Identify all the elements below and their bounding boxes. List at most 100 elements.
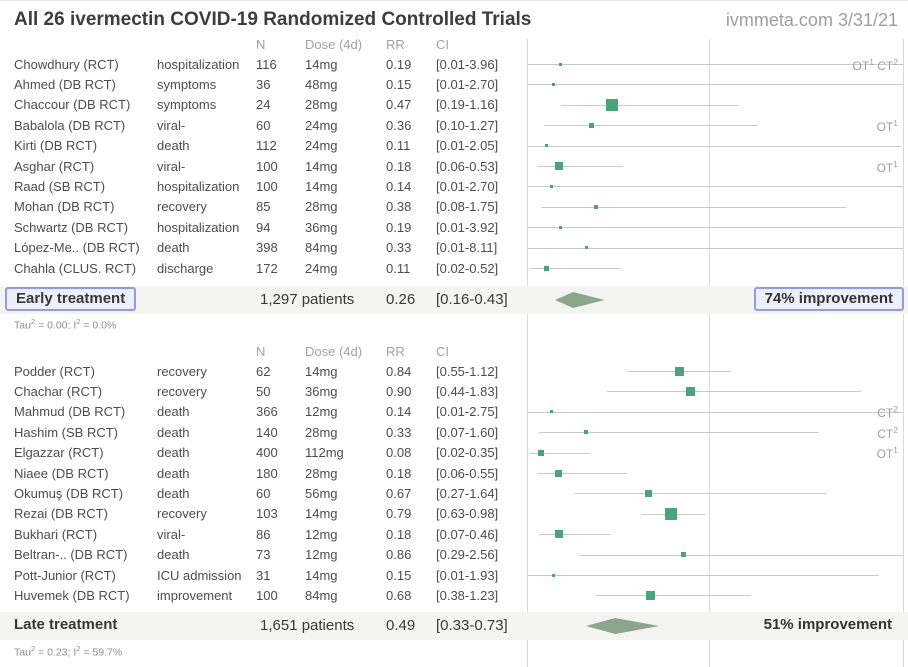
- plot-right-border-line: [903, 39, 904, 667]
- dose-value: 112mg: [305, 445, 344, 461]
- ci-value: [0.63-0.98]: [436, 506, 499, 522]
- dose-value: 14mg: [305, 567, 338, 583]
- rr-value: 0.11: [386, 260, 411, 276]
- table-row: Kirti (DB RCT) death 112 24mg 0.11 [0.01-2.05…: [0, 136, 908, 156]
- ci-line: [606, 391, 861, 393]
- n-value: 50: [256, 383, 271, 399]
- column-header-row: N Dose (4d) RR CI: [0, 37, 908, 52]
- effect-marker: [593, 204, 598, 209]
- summary-label: Early treatment: [5, 287, 137, 311]
- n-value: 24: [256, 97, 271, 113]
- rr-value: 0.36: [386, 117, 412, 133]
- effect-marker: [645, 490, 653, 498]
- summary-rr: 0.26: [386, 291, 416, 308]
- outcome-label: viral-: [157, 117, 186, 133]
- study-name: Schwartz (DB RCT): [14, 219, 129, 235]
- dose-value: 28mg: [305, 424, 338, 440]
- effect-marker: [544, 144, 548, 148]
- n-value: 73: [256, 547, 271, 563]
- table-row: Bukhari (RCT) viral- 86 12mg 0.18 [0.07-0.46]: [0, 524, 908, 544]
- page-title: All 26 ivermectin COVID-19 Randomized Co…: [14, 9, 532, 30]
- ci-value: [0.44-1.83]: [436, 383, 499, 399]
- ci-value: [0.01-2.05]: [436, 138, 499, 154]
- outcome-label: death: [157, 485, 190, 501]
- n-value: 100: [256, 158, 278, 174]
- table-row: Rezai (DB RCT) recovery 103 14mg 0.79 [0.63-0…: [0, 504, 908, 524]
- effect-marker: [584, 246, 588, 250]
- outcome-label: viral-: [157, 526, 186, 542]
- dose-value: 56mg: [305, 485, 338, 501]
- effect-marker: [537, 449, 544, 456]
- n-value: 398: [256, 240, 278, 256]
- rr-value: 0.14: [386, 178, 412, 194]
- outcome-label: ICU admission: [157, 567, 242, 583]
- rr-value: 0.68: [386, 587, 412, 603]
- n-value: 180: [256, 465, 278, 481]
- column-header-dose: Dose (4d): [305, 37, 363, 52]
- source-link[interactable]: ivmmeta.com 3/31/21: [725, 10, 898, 30]
- table-row: Chachar (RCT) recovery 50 36mg 0.90 [0.44-1.8…: [0, 381, 908, 401]
- effect-marker: [664, 507, 677, 520]
- dose-value: 48mg: [305, 76, 338, 92]
- table-row: Okumuş (DB RCT) death 60 56mg 0.67 [0.27-1.64…: [0, 483, 908, 503]
- outcome-label: viral-: [157, 158, 186, 174]
- dose-value: 14mg: [305, 158, 338, 174]
- dose-value: 24mg: [305, 260, 338, 276]
- outcome-label: recovery: [157, 383, 207, 399]
- ci-line: [528, 84, 903, 86]
- rr-value: 0.79: [386, 506, 412, 522]
- n-value: 62: [256, 363, 271, 379]
- study-name: Okumuş (DB RCT): [14, 485, 124, 501]
- ci-value: [0.27-1.64]: [436, 485, 499, 501]
- effect-marker: [675, 366, 685, 376]
- dose-value: 12mg: [305, 526, 338, 542]
- improvement-label: 51% improvement: [763, 616, 892, 633]
- study-name: Beltran-.. (DB RCT): [14, 547, 128, 563]
- rr-value: 0.11: [386, 138, 411, 154]
- study-name: López-Me.. (DB RCT): [14, 240, 140, 256]
- ci-value: [0.02-0.52]: [436, 260, 499, 276]
- ci-value: [0.07-1.60]: [436, 424, 499, 440]
- table-row: Asghar (RCT) viral- 100 14mg 0.18 [0.06-0.53]…: [0, 156, 908, 176]
- rr-value: 0.15: [386, 76, 412, 92]
- ci-line: [528, 227, 903, 229]
- study-name: Rezai (DB RCT): [14, 506, 108, 522]
- table-row: Schwartz (DB RCT) hospitalization 94 36mg 0.…: [0, 217, 908, 237]
- summary-band: Late treatment 1,651 patients 0.49 [0.33-0.…: [0, 612, 908, 640]
- ci-line: [529, 268, 622, 269]
- ci-value: [0.01-3.92]: [436, 219, 499, 235]
- table-row: Raad (SB RCT) hospitalization 100 14mg 0.14 […: [0, 176, 908, 196]
- outcome-label: symptoms: [157, 97, 217, 113]
- ci-line: [538, 432, 819, 434]
- column-header-rr: RR: [386, 37, 405, 52]
- table-row: Mohan (DB RCT) recovery 85 28mg 0.38 [0.08-1.…: [0, 197, 908, 217]
- table-row: Huvemek (DB RCT) improvement 100 84mg 0.68 [0…: [0, 585, 908, 605]
- table-row: Elgazzar (RCT) death 400 112mg 0.08 [0.02-0.3…: [0, 443, 908, 463]
- rr-value: 0.90: [386, 383, 412, 399]
- ci-value: [0.07-0.46]: [436, 526, 499, 542]
- ci-value: [0.29-2.56]: [436, 547, 499, 563]
- effect-marker: [554, 162, 563, 171]
- ci-line: [528, 145, 902, 147]
- ci-line: [575, 493, 827, 495]
- plot-left-axis-line: [527, 39, 528, 667]
- summary-patients: 1,297 patients: [260, 291, 355, 308]
- n-value: 94: [256, 219, 271, 235]
- dose-value: 12mg: [305, 404, 338, 420]
- outcome-label: death: [157, 240, 190, 256]
- ci-value: [0.55-1.12]: [436, 363, 499, 379]
- ci-value: [0.38-1.23]: [436, 587, 499, 603]
- table-row: Hashim (SB RCT) death 140 28mg 0.33 [0.07-1.6…: [0, 422, 908, 442]
- n-value: 400: [256, 445, 278, 461]
- n-value: 86: [256, 526, 271, 542]
- ci-line: [540, 206, 847, 208]
- n-value: 116: [256, 56, 277, 72]
- ci-line: [595, 595, 752, 597]
- study-name: Bukhari (RCT): [14, 526, 98, 542]
- ci-value: [0.01-1.93]: [436, 567, 499, 583]
- table-row: Chowdhury (RCT) hospitalization 116 14mg 0.1…: [0, 54, 908, 74]
- study-name: Kirti (DB RCT): [14, 138, 98, 154]
- effect-marker: [550, 410, 554, 414]
- trial-flag-annotation: CT2: [877, 424, 898, 441]
- ci-line: [579, 554, 903, 556]
